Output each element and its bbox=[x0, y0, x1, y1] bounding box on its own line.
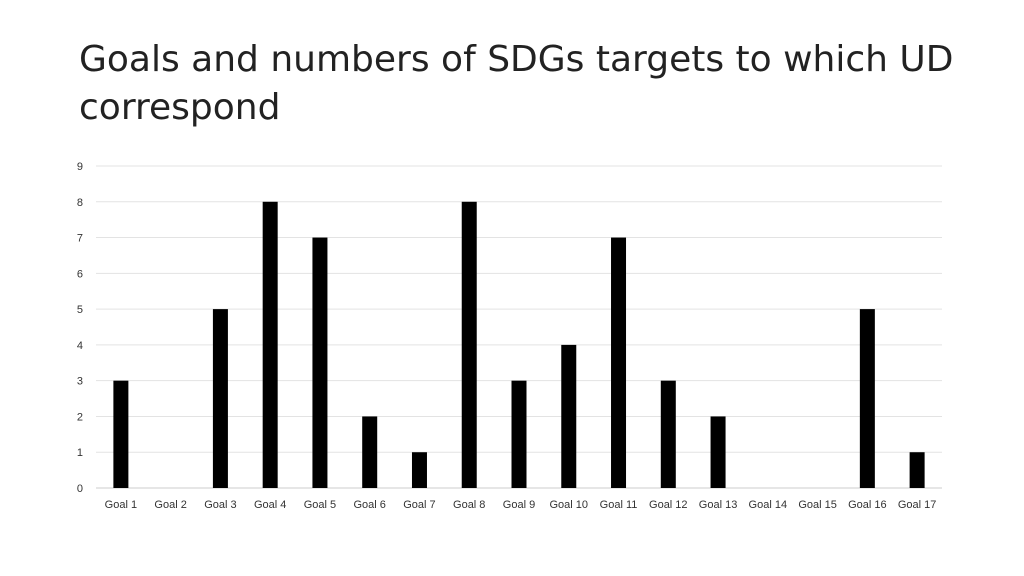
bar-goal-4 bbox=[262, 201, 278, 488]
y-tick-label: 1 bbox=[77, 447, 83, 459]
x-tick-label: Goal 4 bbox=[254, 499, 286, 511]
bar-goal-11 bbox=[611, 237, 627, 488]
x-tick-label: Goal 12 bbox=[649, 499, 688, 511]
y-tick-label: 5 bbox=[77, 304, 83, 316]
y-tick-label: 4 bbox=[77, 340, 83, 352]
bar-goal-1 bbox=[113, 380, 129, 488]
bar-goal-10 bbox=[561, 344, 577, 488]
y-tick-label: 8 bbox=[77, 197, 83, 209]
y-tick-label: 0 bbox=[77, 483, 83, 495]
x-tick-label: Goal 8 bbox=[453, 499, 485, 511]
bar-goal-7 bbox=[411, 452, 427, 488]
x-tick-label: Goal 1 bbox=[105, 499, 137, 511]
y-tick-label: 3 bbox=[77, 376, 83, 388]
x-tick-label: Goal 9 bbox=[503, 499, 535, 511]
x-tick-label: Goal 6 bbox=[353, 499, 385, 511]
y-tick-label: 6 bbox=[77, 268, 83, 280]
x-tick-label: Goal 7 bbox=[403, 499, 435, 511]
bar-goal-9 bbox=[511, 380, 527, 488]
bar-goal-5 bbox=[312, 237, 328, 488]
x-tick-label: Goal 14 bbox=[749, 499, 788, 511]
bar-goal-13 bbox=[710, 416, 726, 488]
x-tick-label: Goal 17 bbox=[898, 499, 937, 511]
y-tick-label: 9 bbox=[77, 161, 83, 173]
y-tick-label: 2 bbox=[77, 411, 83, 423]
bar-goal-17 bbox=[909, 452, 925, 488]
x-tick-label: Goal 10 bbox=[549, 499, 588, 511]
x-tick-label: Goal 16 bbox=[848, 499, 887, 511]
x-tick-label: Goal 15 bbox=[798, 499, 837, 511]
bar-goal-8 bbox=[461, 201, 477, 488]
x-tick-label: Goal 13 bbox=[699, 499, 738, 511]
bar-goal-12 bbox=[660, 380, 676, 488]
x-tick-label: Goal 5 bbox=[304, 499, 336, 511]
bar-goal-3 bbox=[212, 309, 228, 488]
bar-goal-16 bbox=[859, 309, 875, 488]
y-tick-label: 7 bbox=[77, 233, 83, 245]
bar-goal-6 bbox=[362, 416, 378, 488]
x-tick-label: Goal 2 bbox=[154, 499, 186, 511]
x-tick-label: Goal 11 bbox=[600, 499, 638, 511]
chart-title: Goals and numbers of SDGs targets to whi… bbox=[79, 39, 954, 128]
x-tick-label: Goal 3 bbox=[204, 499, 236, 511]
